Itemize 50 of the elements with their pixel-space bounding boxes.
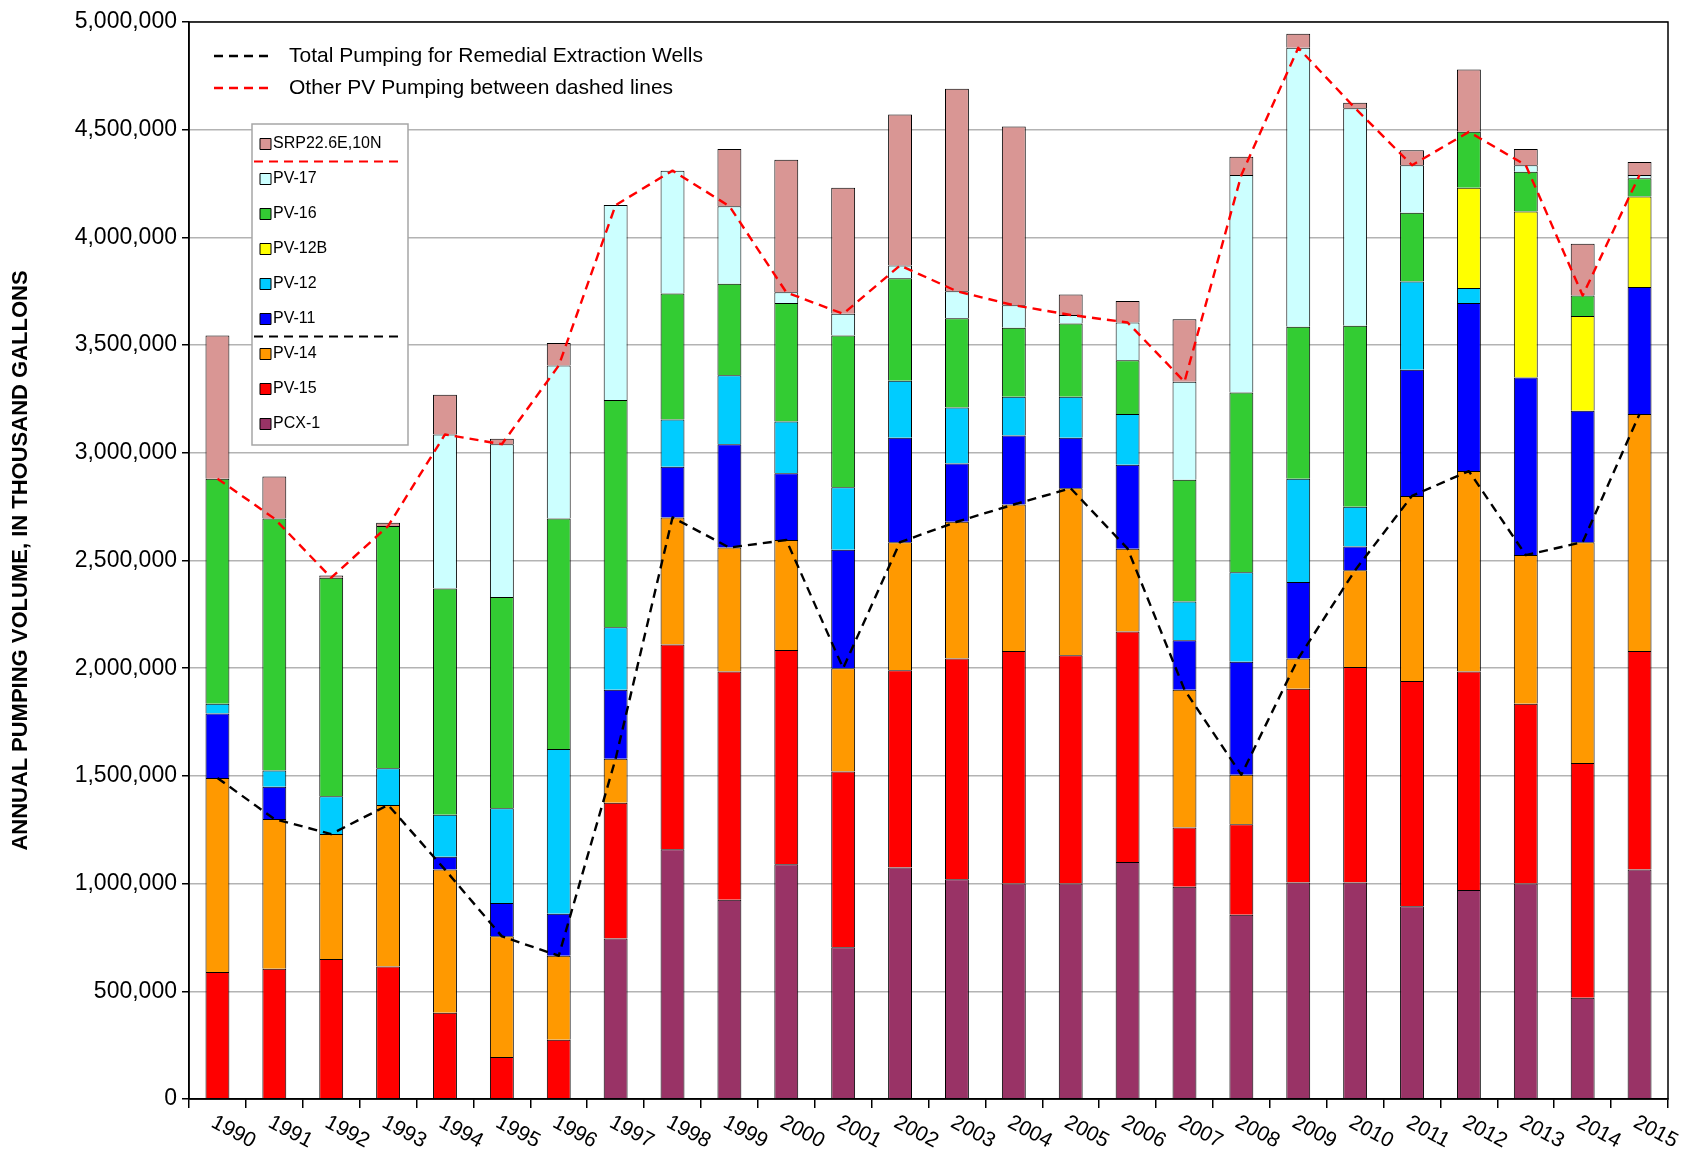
y-tick-label: 0: [164, 1084, 177, 1111]
legend-label: PV-17: [273, 169, 317, 187]
x-tick-label: 1997: [606, 1109, 659, 1152]
x-tick-label: 2003: [947, 1109, 1000, 1152]
x-tick-label: 1990: [208, 1109, 261, 1152]
y-tick-label: 3,500,000: [74, 330, 177, 357]
x-tick-label: 2010: [1345, 1109, 1398, 1152]
y-tick-label: 2,500,000: [74, 545, 177, 572]
x-tick-label: 1991: [265, 1109, 318, 1152]
y-tick-label: 3,000,000: [74, 438, 177, 465]
legend-label: PV-12: [273, 274, 317, 292]
y-tick-label: 5,000,000: [74, 7, 177, 34]
x-tick-label: 2001: [833, 1109, 886, 1152]
y-tick-label: 2,000,000: [74, 653, 177, 680]
legend-label: PV-16: [273, 204, 317, 222]
y-tick-label: 1,500,000: [74, 761, 177, 788]
y-axis-title: ANNUAL PUMPING VOLUME, IN THOUSAND GALLONS: [7, 270, 33, 851]
x-tick-label: 1994: [435, 1109, 489, 1152]
y-tick-label: 4,000,000: [74, 222, 177, 249]
x-tick-label: 1992: [321, 1109, 375, 1152]
x-tick-label: 2009: [1289, 1109, 1342, 1152]
legend-label: PV-12B: [273, 239, 328, 257]
x-tick-label: 2000: [777, 1109, 830, 1152]
y-tick-label: 4,500,000: [74, 115, 177, 142]
x-tick-label: 2008: [1232, 1109, 1285, 1152]
x-tick-label: 2013: [1516, 1109, 1569, 1152]
x-tick-label: 2014: [1573, 1109, 1626, 1152]
x-tick-label: 2015: [1630, 1109, 1683, 1152]
x-tick-label: 2002: [890, 1109, 943, 1152]
legend-label: PV-15: [273, 379, 317, 397]
legend-label: PV-11: [273, 309, 316, 327]
y-tick-label: 1,000,000: [74, 868, 177, 895]
line-series: [216, 46, 1641, 579]
x-tick-label: 2004: [1004, 1109, 1057, 1152]
x-tick-label: 1998: [663, 1109, 716, 1152]
x-tick-label: 1999: [720, 1109, 773, 1152]
x-tick-label: 1993: [378, 1109, 431, 1152]
x-tick-label: 2006: [1118, 1109, 1171, 1152]
legend-label: Total Pumping for Remedial Extraction Wells: [289, 42, 703, 66]
x-tick-label: 2012: [1459, 1109, 1512, 1152]
legend-label: Other PV Pumping between dashed lines: [289, 74, 674, 98]
legend-label: PV-14: [273, 344, 317, 362]
x-tick-label: 1996: [549, 1109, 602, 1152]
legend-label: PCX-1: [273, 414, 321, 432]
x-tick-label: 1995: [492, 1109, 545, 1152]
x-tick-label: 2005: [1061, 1109, 1114, 1152]
y-tick-label: 500,000: [93, 976, 177, 1003]
legend-label: SRP22.6E,10N: [273, 134, 382, 152]
x-tick-label: 2011: [1403, 1109, 1455, 1152]
x-tick-label: 2007: [1175, 1109, 1228, 1152]
